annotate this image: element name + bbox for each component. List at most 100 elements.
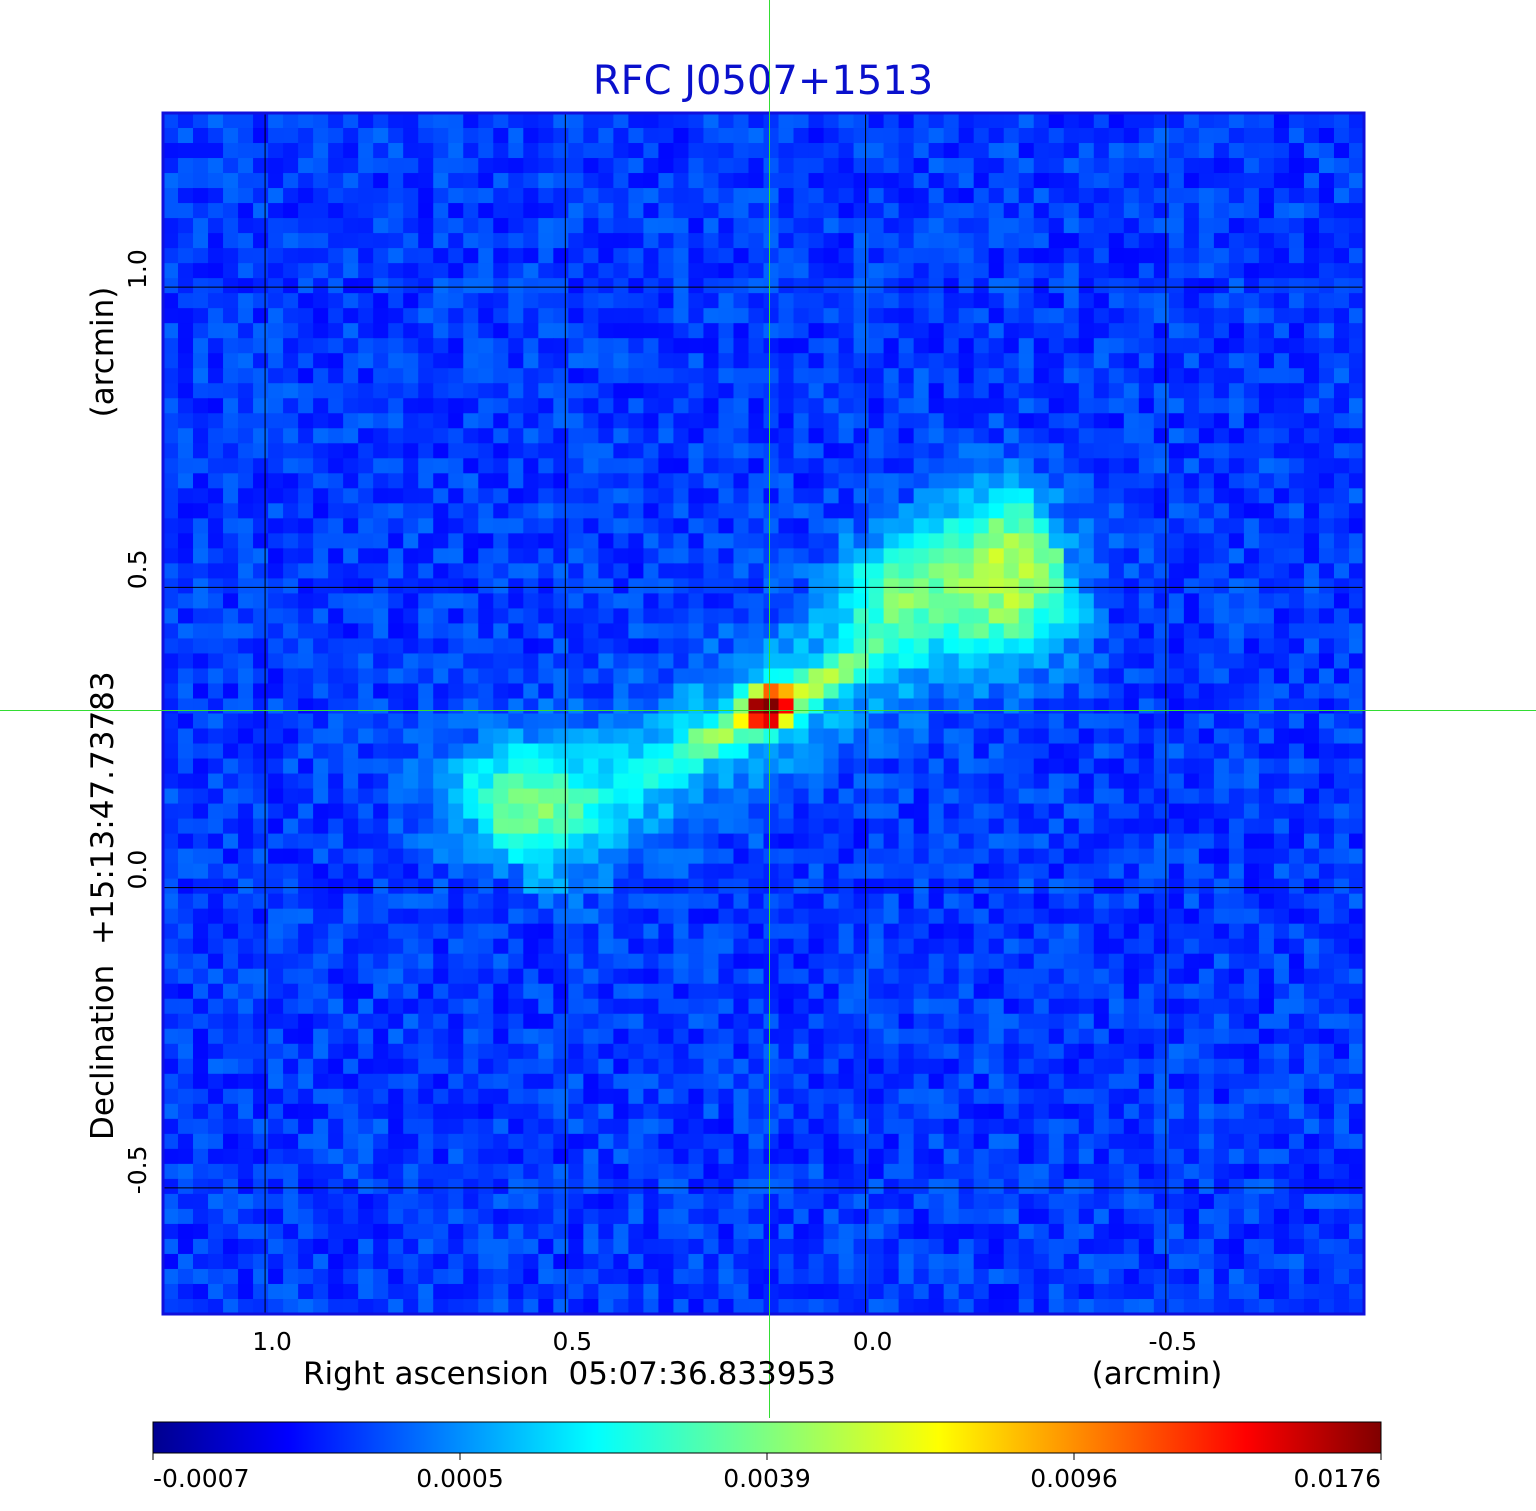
heatmap-cell <box>823 743 840 760</box>
heatmap-cell <box>913 458 930 474</box>
heatmap-cell <box>973 233 990 249</box>
heatmap-cell <box>163 308 179 324</box>
heatmap-cell <box>733 578 750 594</box>
heatmap-cell <box>733 323 750 339</box>
heatmap-cell <box>1018 668 1035 685</box>
heatmap-cell <box>1243 128 1260 144</box>
heatmap-cell <box>823 1013 840 1030</box>
heatmap-cell <box>1228 743 1245 760</box>
heatmap-cell <box>973 653 990 670</box>
heatmap-cell <box>1153 398 1170 414</box>
heatmap-cell <box>388 203 404 219</box>
heatmap-cell <box>193 848 209 865</box>
heatmap-cell <box>1123 833 1140 850</box>
heatmap-cell <box>1288 143 1305 159</box>
heatmap-cell <box>763 653 780 670</box>
heatmap-cell <box>643 818 660 835</box>
heatmap-cell <box>733 893 750 910</box>
heatmap-cell <box>253 653 269 670</box>
heatmap-cell <box>538 608 554 625</box>
heatmap-cell <box>1213 218 1230 234</box>
heatmap-cell <box>1303 368 1320 384</box>
heatmap-cell <box>838 713 855 730</box>
heatmap-cell <box>223 668 239 685</box>
heatmap-cell <box>1078 113 1095 129</box>
heatmap-cell <box>1018 728 1035 745</box>
heatmap-cell <box>673 248 690 264</box>
heatmap-cell <box>1048 218 1065 234</box>
heatmap-cell <box>913 323 930 339</box>
heatmap-cell <box>1153 203 1170 219</box>
heatmap-cell <box>838 998 855 1015</box>
heatmap-cell <box>823 803 840 820</box>
heatmap-cell <box>658 668 675 685</box>
heatmap-cell <box>1123 563 1140 579</box>
heatmap-cell <box>478 578 494 594</box>
heatmap-cell <box>733 293 750 309</box>
heatmap-cell <box>463 233 479 249</box>
heatmap-cell <box>1153 353 1170 369</box>
heatmap-cell <box>418 623 434 640</box>
heatmap-cell <box>1003 983 1020 1000</box>
heatmap-cell <box>433 428 449 444</box>
heatmap-cell <box>793 863 810 880</box>
heatmap-cell <box>973 848 990 865</box>
heatmap-cell <box>448 683 464 700</box>
heatmap-cell <box>1213 413 1230 429</box>
heatmap-cell <box>1033 398 1050 414</box>
heatmap-cell <box>1108 308 1125 324</box>
heatmap-cell <box>223 728 239 745</box>
heatmap-cell <box>748 908 765 925</box>
heatmap-cell <box>868 128 885 144</box>
heatmap-cell <box>403 563 419 579</box>
heatmap-cell <box>1123 878 1140 895</box>
heatmap-cell <box>1018 803 1035 820</box>
heatmap-cell <box>538 833 554 850</box>
heatmap-cell <box>358 728 374 745</box>
heatmap-cell <box>238 683 254 700</box>
heatmap-cell <box>523 323 539 339</box>
heatmap-cell <box>883 743 900 760</box>
heatmap-cell <box>1138 698 1155 715</box>
heatmap-cell <box>943 803 960 820</box>
heatmap-cell <box>1213 1028 1230 1045</box>
heatmap-cell <box>1168 623 1185 640</box>
heatmap-cell <box>973 263 990 279</box>
heatmap-cell <box>508 968 524 985</box>
heatmap-cell <box>1273 188 1290 204</box>
heatmap-cell <box>898 953 915 970</box>
heatmap-cell <box>403 953 419 970</box>
heatmap-cell <box>988 233 1005 249</box>
heatmap-cell <box>748 293 765 309</box>
heatmap-cell <box>568 668 584 685</box>
heatmap-cell <box>868 428 885 444</box>
heatmap-cell <box>853 413 870 429</box>
heatmap-cell <box>793 683 810 700</box>
heatmap-cell <box>478 533 494 549</box>
heatmap-cell <box>1213 308 1230 324</box>
heatmap-cell <box>898 983 915 1000</box>
heatmap-cell <box>508 743 524 760</box>
heatmap-cell <box>1078 548 1095 564</box>
heatmap-cell <box>553 788 569 805</box>
heatmap-cell <box>838 788 855 805</box>
heatmap-cell <box>1168 278 1185 294</box>
heatmap-cell <box>223 788 239 805</box>
heatmap-cell <box>658 518 675 534</box>
heatmap-cell <box>1048 848 1065 865</box>
heatmap-cell <box>943 653 960 670</box>
heatmap-cell <box>358 548 374 564</box>
heatmap-cell <box>493 878 509 895</box>
heatmap-cell <box>1303 503 1320 519</box>
heatmap-cell <box>1093 623 1110 640</box>
heatmap-cell <box>418 803 434 820</box>
heatmap-cell <box>1063 623 1080 640</box>
heatmap-cell <box>943 188 960 204</box>
heatmap-cell <box>493 1043 509 1060</box>
heatmap-cell <box>898 548 915 564</box>
heatmap-cell <box>1108 788 1125 805</box>
heatmap-cell <box>763 233 780 249</box>
heatmap-cell <box>1198 308 1215 324</box>
heatmap-cell <box>898 848 915 865</box>
heatmap-cell <box>328 713 344 730</box>
